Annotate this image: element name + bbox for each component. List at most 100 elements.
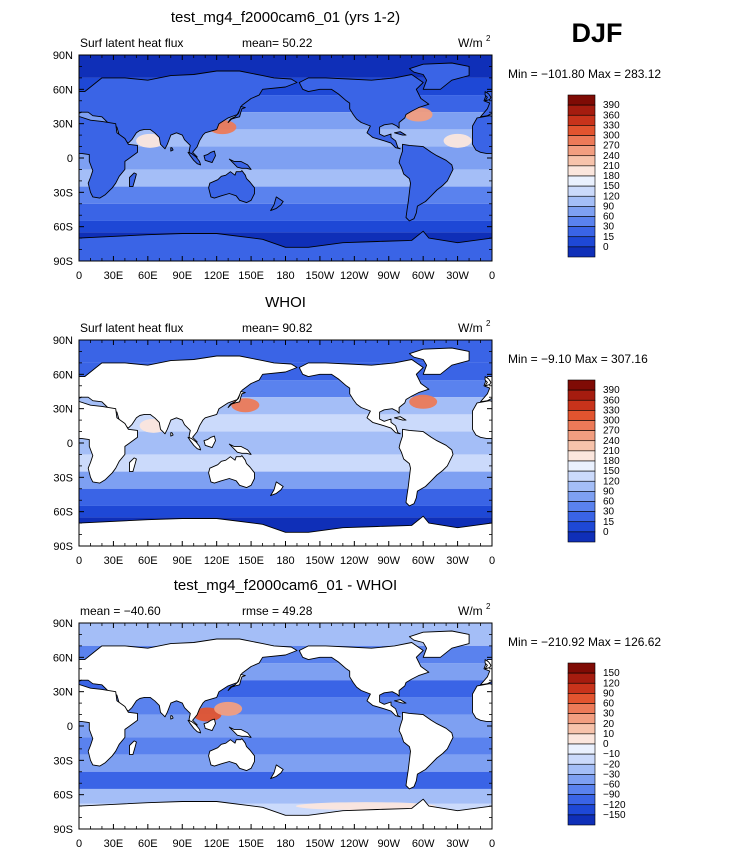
x-tick-label: 60W bbox=[412, 555, 435, 567]
x-tick-label: 30E bbox=[104, 555, 124, 567]
colorbar-label: 120 bbox=[603, 476, 620, 487]
land-new-guinea bbox=[228, 726, 252, 738]
colorbar-label: 90 bbox=[603, 201, 615, 212]
land-africa bbox=[472, 115, 492, 154]
land-south-america bbox=[0, 712, 40, 789]
y-tick-label: 30N bbox=[53, 119, 73, 131]
colorbar-segment bbox=[567, 236, 596, 248]
x-tick-label: 120E bbox=[204, 555, 230, 567]
y-tick-label: 90S bbox=[53, 541, 73, 553]
colorbar-label: 210 bbox=[603, 446, 620, 457]
colorbar-segment bbox=[567, 226, 596, 238]
colorbar-label: 150 bbox=[603, 466, 620, 477]
x-tick-label: 30E bbox=[104, 270, 124, 282]
x-tick-label: 120E bbox=[204, 838, 230, 850]
hotspot bbox=[136, 133, 165, 148]
field-band bbox=[79, 623, 492, 646]
colorbar-label: −20 bbox=[603, 759, 620, 770]
hotspot bbox=[443, 133, 472, 148]
colorbar-label: 390 bbox=[603, 385, 620, 396]
panel-units-exponent: 2 bbox=[486, 319, 491, 328]
colorbar-segment bbox=[567, 114, 596, 126]
land-borneo bbox=[203, 435, 216, 449]
colorbar-segment bbox=[567, 450, 596, 462]
y-tick-label: 60S bbox=[53, 790, 73, 802]
panel-units: W/m bbox=[458, 321, 483, 335]
colorbar-label: −120 bbox=[603, 800, 626, 811]
field-band bbox=[79, 714, 492, 738]
x-tick-label: 180 bbox=[276, 555, 294, 567]
field-band bbox=[79, 754, 492, 772]
land-africa bbox=[472, 683, 492, 722]
x-tick-label: 90E bbox=[172, 555, 192, 567]
x-tick-label: 60E bbox=[138, 838, 158, 850]
field-band bbox=[79, 488, 492, 506]
land-africa bbox=[472, 400, 492, 439]
colorbar-label: −150 bbox=[603, 810, 626, 821]
x-tick-label: 60W bbox=[412, 270, 435, 282]
panel-left-label: Surf latent heat flux bbox=[80, 36, 183, 50]
colorbar-segment bbox=[567, 521, 596, 533]
colorbar-label: 360 bbox=[603, 395, 620, 406]
colorbar-segment bbox=[567, 480, 596, 492]
y-tick-label: 90N bbox=[53, 50, 73, 62]
y-tick-label: 30N bbox=[53, 687, 73, 699]
x-tick-label: 30W bbox=[446, 270, 469, 282]
colorbar-label: 0 bbox=[603, 527, 609, 538]
x-tick-label: 90W bbox=[377, 838, 400, 850]
colorbar-segment bbox=[567, 135, 596, 146]
colorbar-segment bbox=[567, 430, 596, 442]
colorbar-segment bbox=[567, 713, 596, 725]
x-tick-label: 150W bbox=[306, 555, 335, 567]
colorbar-label: 150 bbox=[603, 181, 620, 192]
x-tick-label: 90E bbox=[172, 838, 192, 850]
colorbar-label: 90 bbox=[603, 688, 615, 699]
land-antarctica bbox=[79, 515, 492, 546]
season-label: DJF bbox=[571, 18, 622, 48]
y-tick-label: 0 bbox=[67, 721, 73, 733]
hotspot bbox=[193, 707, 222, 722]
colorbar-label: 330 bbox=[603, 120, 620, 131]
colorbar-label: −10 bbox=[603, 749, 620, 760]
colorbar-segment bbox=[567, 804, 596, 816]
y-tick-label: 0 bbox=[67, 438, 73, 450]
field-band bbox=[79, 697, 492, 715]
panel-title: WHOI bbox=[265, 294, 306, 311]
y-tick-label: 0 bbox=[67, 153, 73, 165]
panel-1: test_mg4_f2000cam6_01 (yrs 1-2) Surf late… bbox=[53, 9, 662, 282]
colorbar-segment bbox=[567, 399, 596, 411]
colorbar-segment bbox=[567, 216, 596, 227]
colorbar-segment bbox=[567, 94, 596, 106]
land-north-america bbox=[0, 643, 16, 717]
colorbar-label: −60 bbox=[603, 780, 620, 791]
land-australia bbox=[208, 738, 255, 772]
colorbar-segment bbox=[567, 784, 596, 795]
colorbar-label: 0 bbox=[603, 739, 609, 750]
colorbar-segment bbox=[567, 491, 596, 502]
colorbar-segment bbox=[567, 723, 596, 735]
field-band bbox=[79, 505, 492, 518]
y-tick-label: 60N bbox=[53, 84, 73, 96]
colorbar-segment bbox=[567, 511, 596, 523]
land-japan bbox=[227, 391, 246, 408]
colorbar-label: 300 bbox=[603, 416, 620, 427]
panel-stat-label: rmse = 49.28 bbox=[242, 604, 313, 618]
land-uk bbox=[484, 91, 492, 102]
land-greenland bbox=[0, 631, 56, 657]
field-band bbox=[79, 186, 492, 204]
land-madagascar bbox=[129, 457, 137, 473]
panel-units: W/m bbox=[458, 36, 483, 50]
colorbar-label: 180 bbox=[603, 456, 620, 467]
y-tick-label: 90N bbox=[53, 335, 73, 347]
field-band bbox=[79, 471, 492, 489]
colorbar-segment bbox=[567, 662, 596, 674]
x-tick-label: 150E bbox=[238, 270, 264, 282]
colorbar-label: 240 bbox=[603, 151, 620, 162]
colorbar-label: 15 bbox=[603, 232, 615, 243]
y-tick-label: 30S bbox=[53, 755, 73, 767]
colorbar-segment bbox=[567, 703, 596, 714]
colorbar-label: 210 bbox=[603, 161, 620, 172]
